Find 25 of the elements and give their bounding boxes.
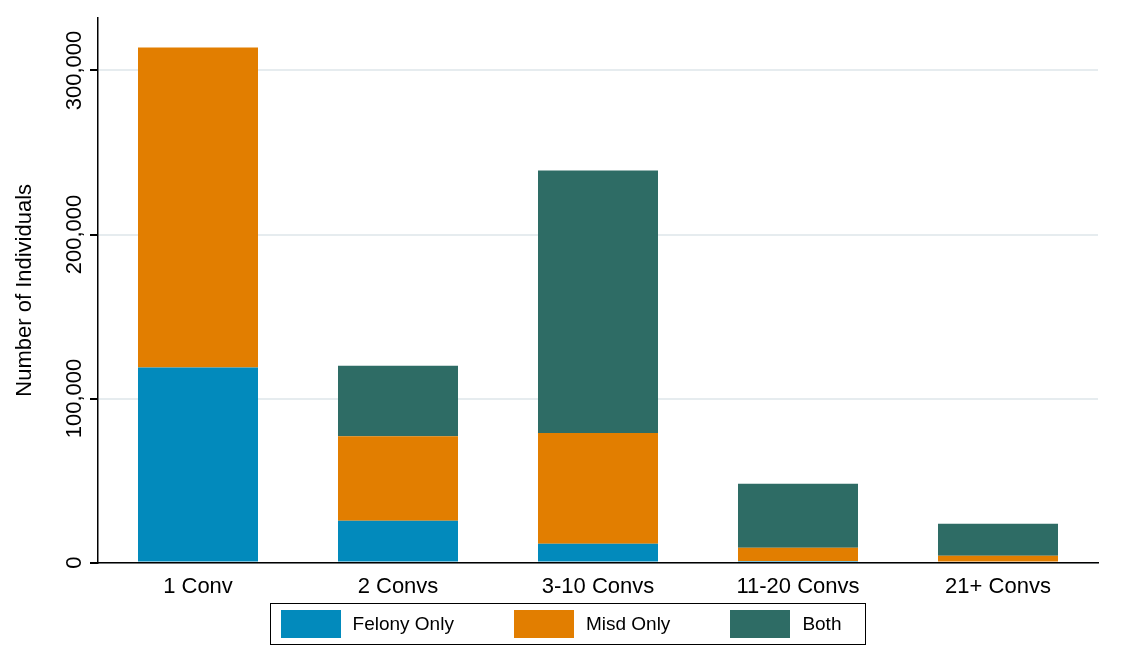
bar — [938, 523, 1058, 556]
bar — [338, 436, 458, 521]
bar — [938, 555, 1058, 562]
x-tick-label: 11-20 Convs — [736, 572, 860, 598]
bar — [338, 365, 458, 437]
bar — [538, 543, 658, 562]
x-tick-label: 2 Convs — [357, 572, 439, 598]
y-axis-title: Number of Individuals — [11, 183, 37, 397]
legend-label: Misd Only — [585, 613, 671, 635]
bar — [138, 367, 258, 562]
x-tick-label: 21+ Convs — [945, 572, 1051, 598]
bar — [138, 47, 258, 368]
bar — [538, 170, 658, 434]
bar — [738, 483, 858, 548]
bar — [538, 433, 658, 544]
y-tick-label: 0 — [61, 556, 87, 569]
y-tick-label: 300,000 — [61, 30, 87, 111]
legend-label: Both — [802, 613, 842, 635]
legend-label: Felony Only — [352, 613, 454, 635]
x-tick-label: 1 Conv — [163, 572, 233, 598]
x-tick-label: 3-10 Convs — [541, 572, 655, 598]
bar — [338, 520, 458, 562]
y-tick-label: 200,000 — [61, 194, 87, 275]
bar — [738, 547, 858, 561]
y-tick-label: 100,000 — [61, 358, 87, 439]
